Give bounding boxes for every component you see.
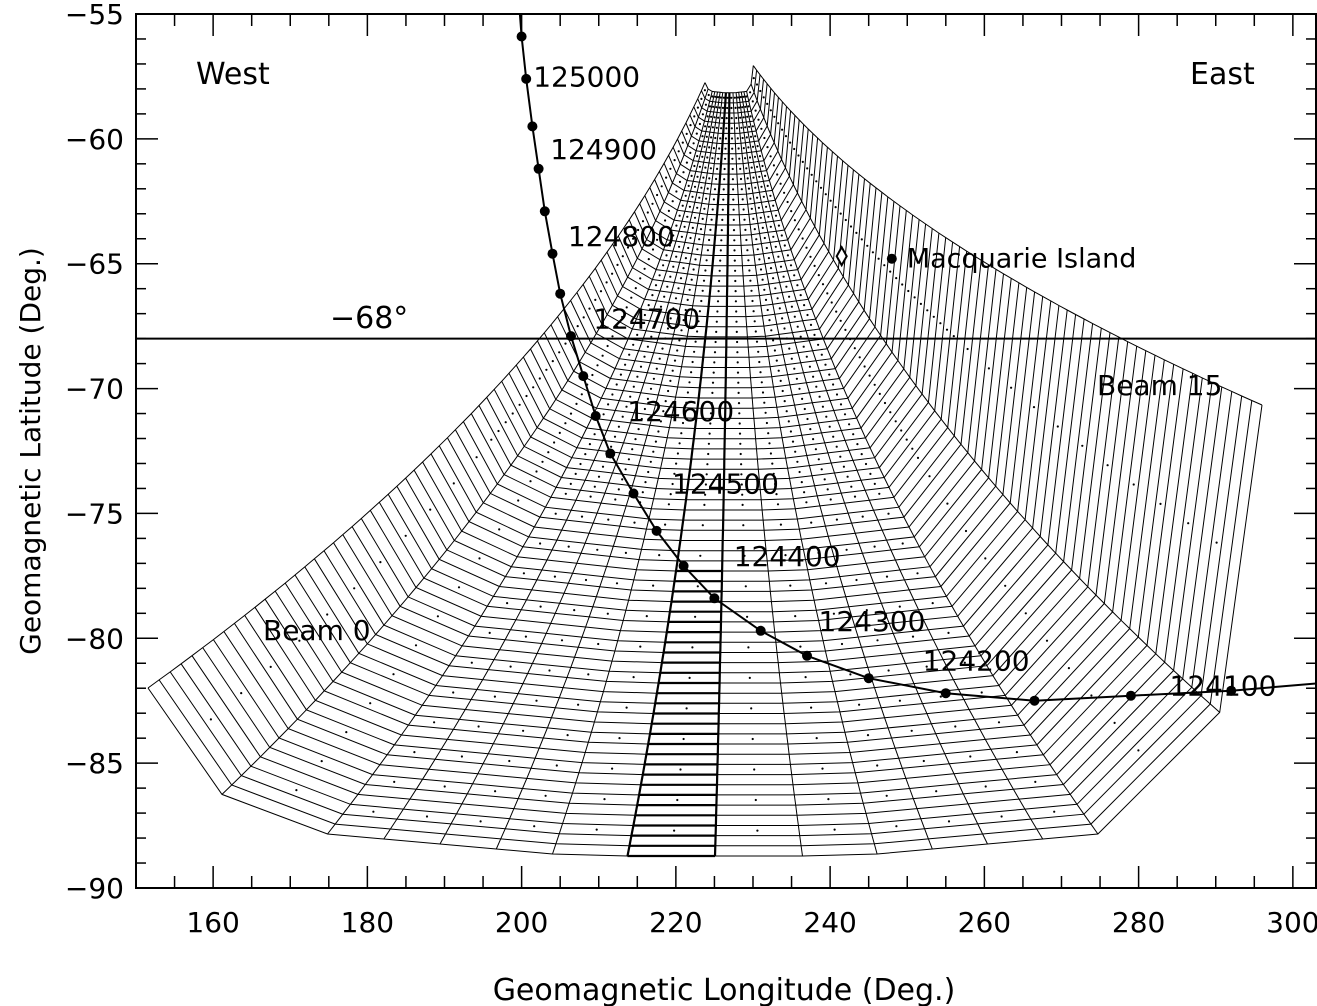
orbit-label: 124600	[627, 395, 734, 428]
track-point	[678, 560, 689, 571]
track-point	[1029, 695, 1040, 706]
y-tick-label: −85	[65, 747, 124, 780]
y-tick-label: −65	[65, 248, 124, 281]
x-tick-label: 260	[958, 906, 1011, 939]
track-point	[516, 31, 527, 42]
site-label: Macquarie Island	[907, 244, 1137, 275]
west-label: West	[196, 57, 270, 92]
track-point	[802, 650, 812, 661]
track-point	[555, 288, 566, 299]
track-point	[940, 688, 951, 699]
satellite-track: 125000 124900 124800 124700 124600 124500 1244…	[516, 14, 1316, 706]
track-point	[651, 525, 662, 536]
orbit-label: 124400	[734, 540, 841, 573]
site-group: Macquarie Island	[835, 244, 1137, 275]
axes-group: 160 180 200 220 240 260 280 300 −55 −60 −65 −70 −75 −…	[65, 0, 1317, 939]
beam0-label: Beam 0	[263, 614, 371, 647]
track-point	[628, 488, 639, 499]
track-point	[709, 593, 720, 604]
track-point	[566, 331, 576, 342]
east-label: East	[1190, 57, 1255, 92]
y-tick-label: −60	[65, 123, 124, 156]
orbit-label: 124300	[819, 605, 926, 638]
y-tick-label: −70	[65, 373, 124, 406]
orbit-label: 124700	[593, 303, 700, 336]
track-point	[755, 625, 766, 636]
lat-line-label: −68°	[330, 301, 408, 336]
orbit-label: 124500	[672, 468, 779, 501]
track-point	[539, 206, 550, 217]
y-tick-label: −75	[65, 497, 124, 530]
track-point	[521, 73, 532, 84]
track-point	[863, 673, 874, 684]
diamond-icon	[835, 245, 848, 268]
track-point	[527, 121, 538, 132]
track-point	[590, 411, 601, 421]
x-tick-label: 300	[1266, 906, 1317, 939]
track-point	[533, 163, 544, 174]
track-point	[1125, 690, 1136, 701]
beam15-label: Beam 15	[1097, 369, 1222, 402]
orbit-label: 125000	[533, 60, 640, 93]
orbit-label: 124800	[568, 220, 675, 253]
x-tick-label: 280	[1112, 906, 1165, 939]
x-tick-label: 240	[803, 906, 856, 939]
x-tick-label: 180	[341, 906, 394, 939]
track-point	[605, 448, 616, 459]
orbit-label: 124200	[923, 645, 1030, 678]
radar-fov-grid	[147, 65, 1263, 858]
x-tick-label: 160	[186, 906, 239, 939]
x-tick-label: 200	[495, 906, 548, 939]
orbit-label: 124100	[1170, 670, 1277, 703]
track-point	[547, 248, 558, 259]
y-tick-label: −80	[65, 622, 124, 655]
y-axis-label: Geomagnetic Latitude (Deg.)	[14, 247, 47, 655]
y-tick-label: −90	[65, 872, 124, 905]
track-point	[578, 371, 589, 382]
x-axis-label: Geomagnetic Longitude (Deg.)	[493, 973, 956, 1006]
plot-frame	[135, 13, 1317, 889]
track-line	[518, 14, 1316, 702]
x-tick-label: 220	[649, 906, 702, 939]
y-tick-label: −55	[65, 0, 124, 31]
site-dot	[886, 253, 897, 264]
orbit-label: 124900	[550, 133, 657, 166]
track-point	[1226, 685, 1237, 696]
